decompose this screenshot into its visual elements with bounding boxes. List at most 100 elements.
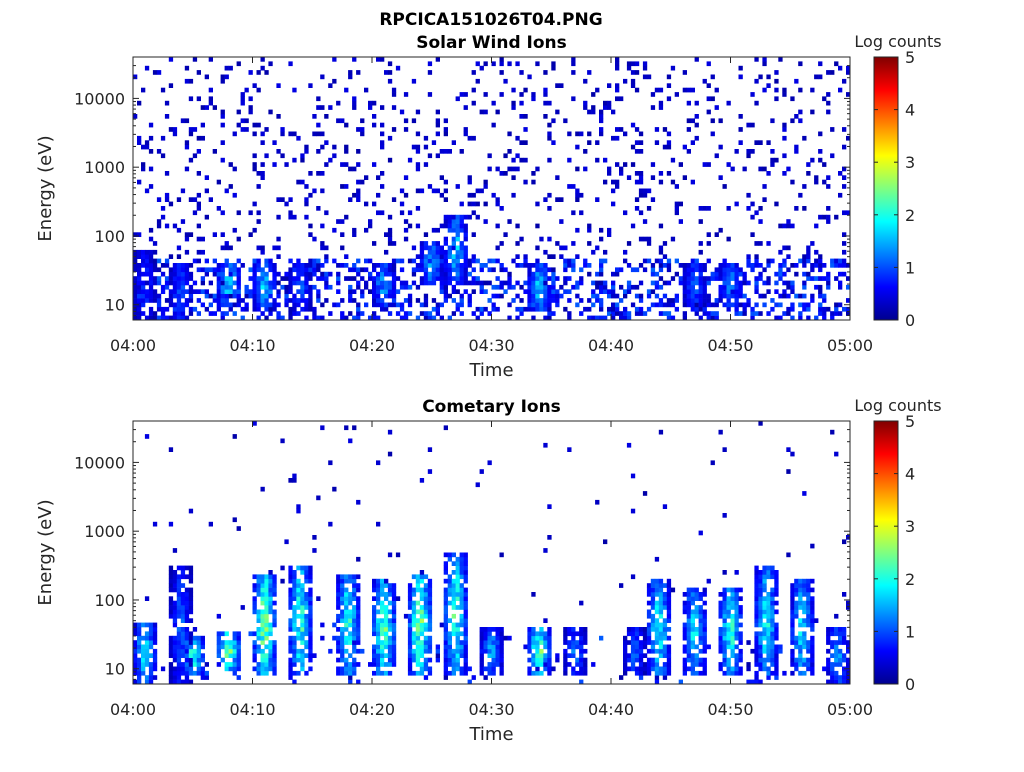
heatmap-cell	[200, 267, 205, 273]
heatmap-cell	[547, 236, 552, 242]
heatmap-cell	[762, 666, 767, 672]
heatmap-cell	[806, 276, 811, 281]
heatmap-cell	[650, 640, 656, 645]
heatmap-cell	[642, 631, 648, 637]
heatmap-cell	[356, 648, 361, 654]
heatmap-cell	[356, 162, 361, 167]
heatmap-cell	[531, 640, 536, 645]
heatmap-cell	[380, 263, 385, 268]
heatmap-cell	[698, 280, 703, 286]
heatmap-cell	[427, 469, 433, 474]
heatmap-cell	[380, 618, 385, 623]
heatmap-cell	[694, 280, 699, 286]
heatmap-cell	[172, 609, 178, 615]
heatmap-cell	[531, 631, 536, 637]
heatmap-cell	[387, 232, 393, 237]
heatmap-cell	[786, 447, 791, 452]
heatmap-cell	[256, 635, 261, 641]
heatmap-cell	[276, 302, 281, 308]
heatmap-cell	[682, 87, 687, 93]
heatmap-cell	[252, 280, 257, 286]
heatmap-cell	[332, 153, 337, 159]
heatmap-cell	[372, 162, 377, 167]
heatmap-cell	[619, 298, 624, 303]
heatmap-cell	[308, 267, 313, 273]
heatmap-cell	[778, 267, 783, 273]
y-tick-label: 1000	[84, 522, 125, 541]
heatmap-cell	[543, 442, 548, 448]
heatmap-cell	[200, 249, 205, 255]
heatmap-cell	[650, 92, 656, 97]
heatmap-cell	[666, 609, 672, 615]
heatmap-cell	[200, 135, 205, 141]
heatmap-cell	[316, 263, 321, 268]
heatmap-cell	[256, 245, 261, 251]
heatmap-cell	[467, 192, 472, 198]
heatmap-cell	[603, 258, 608, 264]
heatmap-cell	[834, 302, 839, 308]
heatmap-cell	[427, 583, 433, 588]
heatmap-cell	[607, 100, 612, 106]
heatmap-cell	[623, 249, 628, 255]
heatmap-cell	[220, 284, 225, 290]
heatmap-cell	[507, 302, 512, 308]
heatmap-cell	[702, 618, 707, 623]
heatmap-cell	[579, 276, 584, 281]
heatmap-cell	[384, 627, 389, 632]
heatmap-cell	[666, 263, 672, 268]
heatmap-cell	[686, 648, 691, 654]
heatmap-cell	[790, 618, 795, 623]
heatmap-cell	[451, 298, 456, 303]
heatmap-cell	[646, 648, 652, 654]
heatmap-cell	[758, 635, 763, 641]
heatmap-cell	[638, 648, 644, 654]
heatmap-cell	[802, 263, 807, 268]
heatmap-cell	[718, 429, 723, 435]
heatmap-cell	[575, 631, 580, 637]
heatmap-cell	[399, 109, 405, 115]
heatmap-cell	[531, 635, 536, 641]
heatmap-cell	[228, 162, 233, 167]
heatmap-cell	[387, 600, 393, 606]
heatmap-cell	[543, 263, 548, 268]
heatmap-cell	[352, 574, 357, 580]
heatmap-cell	[148, 675, 154, 680]
heatmap-cell	[806, 171, 811, 176]
heatmap-cell	[228, 280, 233, 286]
heatmap-cell	[770, 574, 775, 580]
heatmap-cell	[411, 118, 417, 124]
heatmap-cell	[658, 627, 664, 632]
heatmap-cell	[208, 100, 213, 106]
heatmap-cell	[722, 635, 727, 641]
heatmap-cell	[607, 83, 612, 88]
heatmap-cell	[694, 122, 699, 128]
heatmap-cell	[515, 223, 520, 229]
heatmap-cell	[734, 613, 739, 619]
heatmap-cell	[519, 140, 524, 145]
heatmap-cell	[447, 662, 452, 667]
heatmap-cell	[288, 214, 293, 220]
heatmap-cell	[666, 670, 672, 676]
heatmap-cell	[543, 289, 548, 294]
heatmap-cell	[766, 258, 771, 264]
heatmap-cell	[312, 315, 317, 321]
heatmap-cell	[228, 302, 233, 308]
heatmap-cell	[224, 648, 229, 654]
heatmap-cell	[427, 596, 433, 601]
heatmap-cell	[842, 258, 847, 264]
heatmap-cell	[172, 657, 178, 663]
heatmap-cell	[495, 662, 500, 667]
heatmap-cell	[730, 263, 735, 268]
heatmap-cell	[216, 280, 221, 286]
heatmap-cell	[152, 653, 158, 658]
heatmap-cell	[790, 306, 795, 312]
colorbar-tick-label: 0	[905, 311, 915, 330]
heatmap-cell	[376, 653, 381, 658]
heatmap-cell	[272, 622, 277, 628]
heatmap-cell	[439, 245, 444, 251]
heatmap-cell	[511, 105, 516, 110]
heatmap-cell	[806, 302, 811, 308]
heatmap-cell	[435, 302, 440, 308]
heatmap-cell	[646, 613, 652, 619]
heatmap-cell	[172, 131, 178, 137]
